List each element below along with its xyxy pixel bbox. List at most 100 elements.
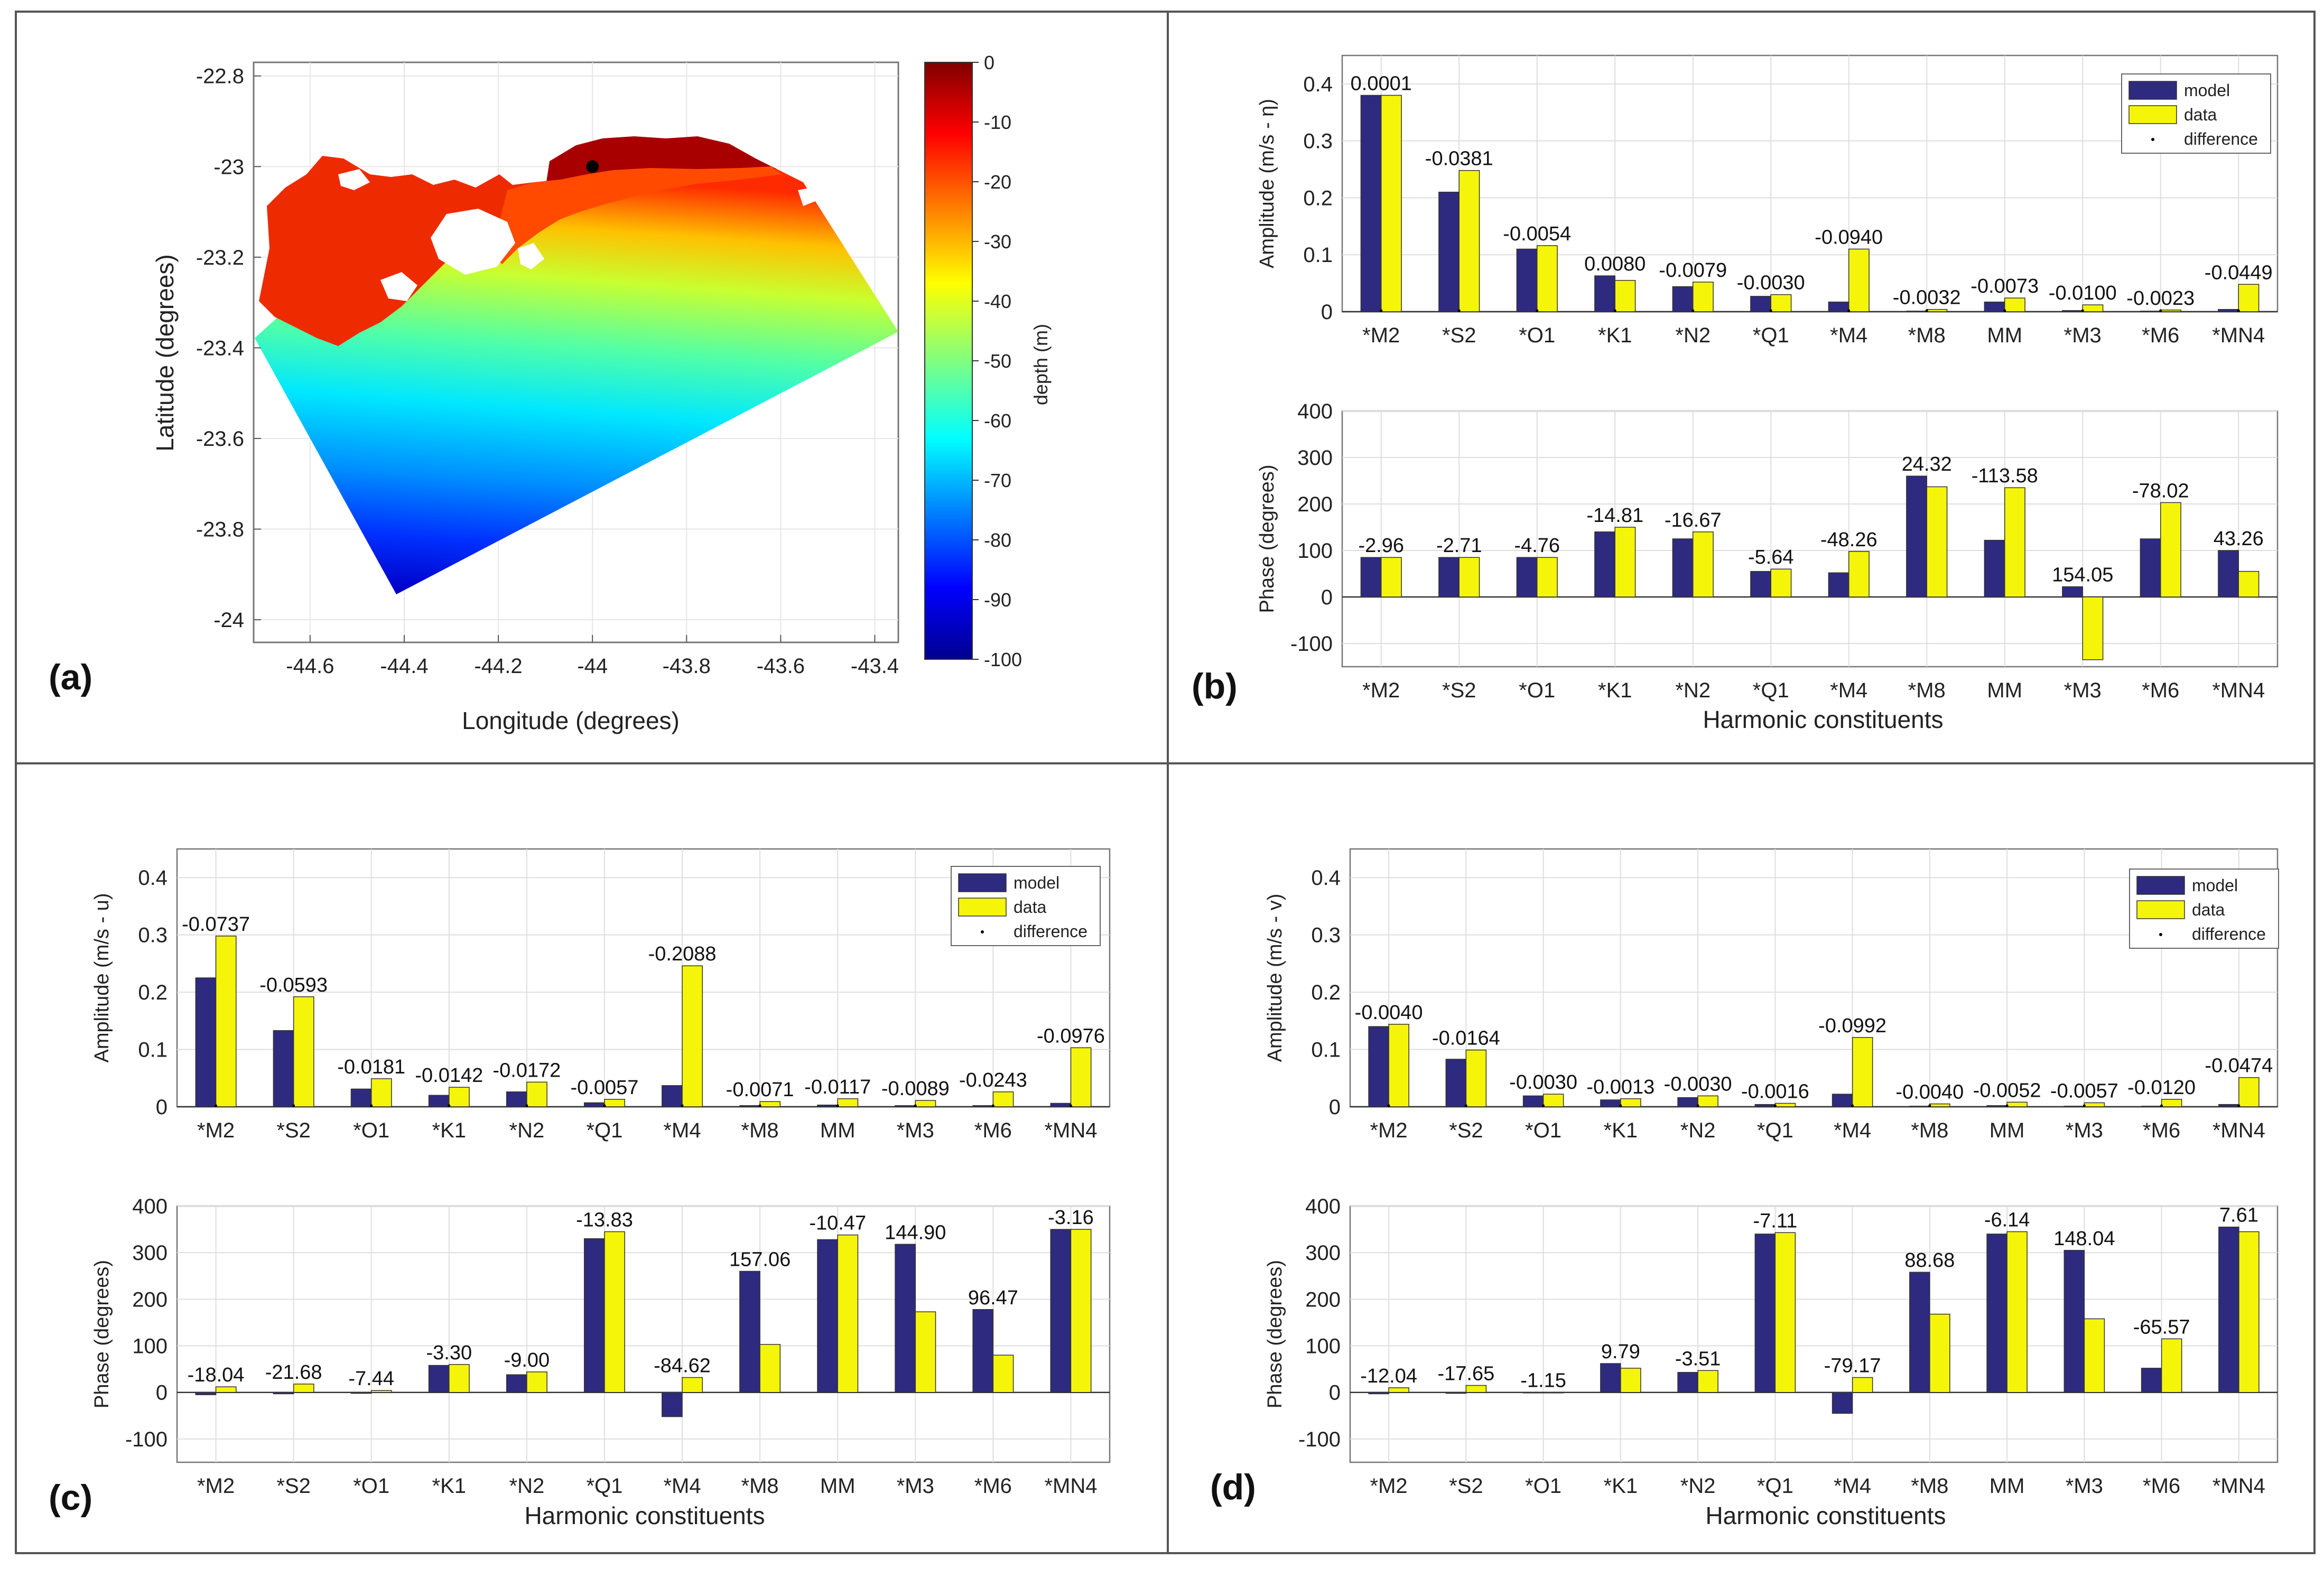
- data-label: 0.0080: [1584, 253, 1646, 275]
- ytick-label: 0.1: [1303, 244, 1333, 267]
- xtick-label: *N2: [1680, 1119, 1716, 1142]
- legend-swatch-difference: [2151, 138, 2154, 141]
- data-label: -0.0593: [259, 974, 328, 996]
- bar-data: [1774, 1232, 1796, 1393]
- ytick-label: 0.2: [1303, 186, 1333, 210]
- xtick-label: *M8: [1908, 679, 1946, 702]
- difference-marker: [370, 1104, 373, 1107]
- bar-model: [195, 1391, 217, 1395]
- chart-b-phase: -100 0 100 200 300 400 *M2 -2.96 *S2 -2.71 *O1 -4.7…: [1256, 400, 2279, 702]
- xtick-label: *O1: [1525, 1474, 1561, 1498]
- bar-model: [1516, 557, 1538, 597]
- chart-c-amplitude: 0 0.1 0.2 0.3 0.4 *M2 -0.0737 *S2 -0.0593 *O1 -0.0…: [91, 848, 1111, 1142]
- data-label: -2.96: [1358, 535, 1404, 557]
- xtick-label: *S2: [1442, 679, 1476, 702]
- bar-data: [1929, 1103, 1950, 1107]
- data-label: 0.0001: [1351, 72, 1412, 95]
- bar-model: [2140, 311, 2161, 312]
- xtick-label: *S2: [1449, 1474, 1483, 1498]
- xtick-label: *K1: [1604, 1474, 1638, 1498]
- xtick-label: *M3: [2066, 1119, 2103, 1142]
- bar-model: [1909, 1272, 1930, 1393]
- xtick-label: *K1: [1598, 679, 1632, 702]
- bar-model: [2218, 309, 2239, 312]
- ytick-label: 0: [156, 1096, 168, 1119]
- xtick-label: *M2: [1362, 324, 1400, 347]
- ytick-label: -100: [125, 1428, 168, 1451]
- bar-data: [2238, 1231, 2260, 1393]
- difference-marker: [2083, 1104, 2086, 1107]
- xtick-label: *Q1: [1753, 324, 1789, 347]
- map-xtick-label: -43.4: [851, 655, 899, 678]
- xtick-label: *M3: [2064, 324, 2102, 347]
- colorbar-tick-label: -50: [984, 350, 1011, 372]
- difference-marker: [2160, 1104, 2163, 1107]
- xtick-label: *M6: [2143, 1474, 2180, 1498]
- bar-model: [506, 1091, 527, 1107]
- xtick-label: *Q1: [1757, 1474, 1793, 1498]
- data-label: 43.26: [2214, 528, 2264, 550]
- legend-label-model: model: [1014, 873, 1059, 892]
- data-label: -0.0013: [1586, 1076, 1654, 1098]
- xtick-label: *M8: [1911, 1474, 1948, 1498]
- bar-data: [682, 1377, 703, 1393]
- ytick-label: 0.1: [1311, 1039, 1341, 1062]
- xtick-label: *O1: [1519, 324, 1555, 347]
- legend-swatch-model: [2136, 876, 2185, 895]
- data-label: -0.0030: [1737, 272, 1805, 294]
- ytick-label: 300: [1297, 446, 1333, 470]
- bar-model: [972, 1309, 994, 1393]
- xtick-label: MM: [1987, 324, 2022, 347]
- bar-data: [1697, 1095, 1718, 1107]
- bar-model: [1984, 539, 2005, 597]
- difference-marker: [1847, 309, 1851, 312]
- xtick-label: *M6: [974, 1474, 1012, 1498]
- colorbar-tick-label: -90: [984, 589, 1011, 611]
- difference-marker: [1542, 1104, 1545, 1107]
- bar-model: [895, 1244, 916, 1393]
- bar-data: [1848, 551, 1870, 597]
- bar-model: [1832, 1391, 1853, 1414]
- data-label: -0.0054: [1503, 223, 1571, 245]
- difference-marker: [1380, 309, 1383, 312]
- data-label: -0.0381: [1425, 148, 1493, 170]
- bar-data: [837, 1098, 859, 1107]
- data-label: -0.0164: [1432, 1028, 1500, 1050]
- ytick-label: -100: [1298, 1428, 1341, 1451]
- bar-data: [1537, 557, 1558, 597]
- colorbar-tick-label: -80: [984, 529, 1011, 551]
- data-label: 24.32: [1902, 453, 1952, 475]
- xtick-label: *O1: [353, 1119, 389, 1142]
- figure-frame: [15, 11, 2316, 1554]
- bar-data: [1070, 1229, 1092, 1393]
- ytick-label: 200: [1297, 493, 1333, 516]
- data-label: -0.0117: [804, 1076, 871, 1098]
- colorbar-tick-label: -40: [984, 291, 1011, 312]
- bar-model: [2141, 1106, 2162, 1107]
- xtick-label: MM: [1990, 1119, 2025, 1142]
- data-label: -0.0040: [1895, 1081, 1964, 1104]
- legend-swatch-model: [958, 873, 1007, 892]
- ytick-label: 400: [132, 1195, 168, 1218]
- bar-data: [1770, 568, 1792, 597]
- bar-data: [1614, 279, 1636, 312]
- bar-data: [1848, 248, 1870, 312]
- ytick-label: 300: [132, 1241, 168, 1265]
- bar-model: [1050, 1103, 1072, 1107]
- xtick-label: *MN4: [1044, 1119, 1097, 1142]
- difference-marker: [1069, 1104, 1072, 1107]
- difference-marker: [1457, 309, 1461, 312]
- xtick-label: *M6: [2143, 1119, 2180, 1142]
- data-label: 148.04: [2053, 1228, 2115, 1250]
- data-label: -0.0992: [1818, 1015, 1886, 1037]
- ytick-label: 0.3: [1311, 924, 1341, 947]
- map-xlabel: Longitude (degrees): [462, 707, 680, 734]
- panel-label-c: (c): [49, 1478, 92, 1518]
- data-label: -7.11: [1753, 1210, 1797, 1232]
- data-label: 157.06: [729, 1248, 791, 1271]
- map-xtick-label: -44: [577, 655, 608, 678]
- difference-marker: [2005, 1104, 2009, 1107]
- difference-marker: [1619, 1104, 1622, 1107]
- chart-d-amplitude: 0 0.1 0.2 0.3 0.4 *M2 -0.0040 *S2 -0.0164 *O1 -0.0…: [1264, 848, 2279, 1142]
